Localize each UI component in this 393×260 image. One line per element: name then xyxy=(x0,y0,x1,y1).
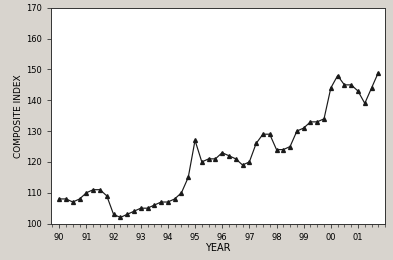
Y-axis label: COMPOSITE INDEX: COMPOSITE INDEX xyxy=(15,74,24,158)
X-axis label: YEAR: YEAR xyxy=(206,243,231,253)
